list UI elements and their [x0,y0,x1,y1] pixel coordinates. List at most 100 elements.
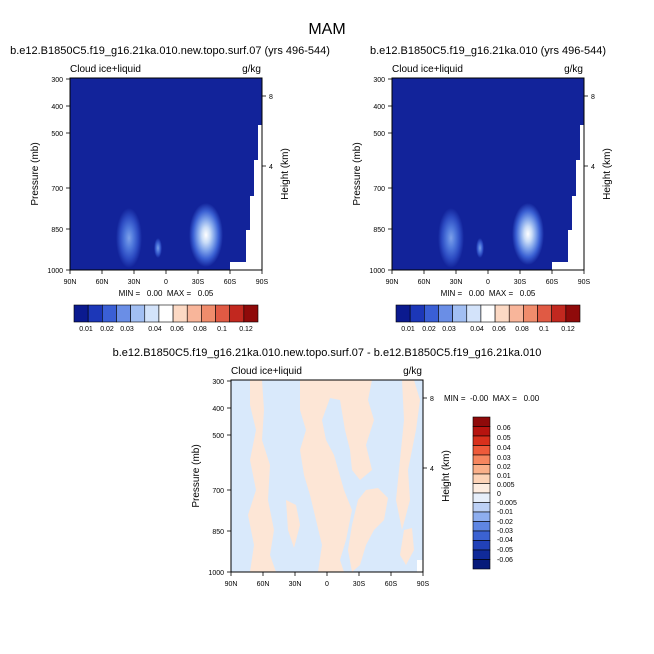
colorbar-swatch [144,304,160,323]
panel-3-x-tick-label: 30N [289,581,302,588]
colorbar-swatch [424,304,439,323]
panel-3-colorbar-label: -0.05 [497,547,513,554]
colorbar-swatch [523,304,538,323]
colorbar-swatch [116,304,131,323]
panel-3-colorbar-label: 0.02 [497,464,511,471]
panel-1-colorbar-label: 0.04 [148,326,162,333]
panel-3-x-tick-label: 90S [417,581,430,588]
panel-1-x-tick-label: 60N [96,279,109,286]
panel-2-cloud-north [438,208,464,268]
panel-3-x-tick-label: 60S [385,581,398,588]
panel-3-colorbar [472,416,491,570]
panel-1-y-tick-label: 300 [51,77,63,84]
panel-1-y-axis-label: Pressure (mb) [30,142,41,205]
panel-2-y2-tick-label: 8 [591,94,595,101]
panel-3-y-tick-label: 850 [212,529,224,536]
colorbar-swatch [409,304,425,323]
panel-1-x-tick-label: 90N [64,279,77,286]
colorbar-swatch [102,304,117,323]
panel-1-stats: MIN = 0.00 MAX = 0.05 [119,289,214,298]
panel-3-y-tick-label: 700 [212,488,224,495]
panel-3-positive-region [400,528,414,565]
panel-3-colorbar-label: -0.02 [497,519,513,526]
panel-2-y-axis-label: Pressure (mb) [352,142,363,205]
panel-3-colorbar-label: 0.06 [497,425,511,432]
panel-2-stats: MIN = 0.00 MAX = 0.05 [441,289,536,298]
colorbar-swatch [472,502,491,513]
panel-3-colorbar-label: 0.04 [497,445,511,452]
colorbar-swatch [472,435,491,446]
panel-1-y2-tick-label: 4 [269,164,273,171]
panel-1-colorbar-label: 0.03 [120,326,134,333]
panel-3-positive-region [300,380,374,572]
panel-3-x-tick-label: 30S [353,581,366,588]
panel-1-left-label: Cloud ice+liquid [70,64,141,75]
colorbar-swatch [472,426,491,437]
colorbar-swatch [215,304,230,323]
panel-1-right-label: g/kg [242,64,261,75]
panel-1-colorbar-label: 0.12 [239,326,253,333]
panel-2-colorbar-label: 0.12 [561,326,575,333]
panel-1-x-tick-label: 30S [192,279,205,286]
panel-1-x-tick-label: 0 [164,279,168,286]
colorbar-swatch [243,304,259,323]
panel-1-y-tick-label: 850 [51,227,63,234]
panel-3-positive-region [348,488,388,572]
colorbar-swatch [229,304,245,323]
colorbar-swatch [472,521,491,532]
colorbar-swatch [158,304,174,323]
colorbar-swatch [472,530,491,541]
colorbar-swatch [73,304,89,323]
panel-3-colorbar-label: -0.03 [497,528,513,535]
colorbar-swatch [472,483,491,494]
colorbar-swatch [537,304,552,323]
panel-3-colorbar-label: -0.06 [497,557,513,564]
panel-3-terrain-mask [417,560,423,572]
panel-3-ticks [227,380,427,576]
panel-2: b.e12.B1850C5.f19_g16.21ka.010 (yrs 496-… [352,45,613,333]
panel-1-colorbar-label: 0.01 [79,326,93,333]
colorbar-swatch [466,304,482,323]
panel-2-colorbar-label: 0.04 [470,326,484,333]
colorbar-swatch [395,304,411,323]
panel-1-title: b.e12.B1850C5.f19_g16.21ka.010.new.topo.… [10,45,330,57]
panel-2-left-label: Cloud ice+liquid [392,64,463,75]
panel-3-y2-tick-label: 8 [430,396,434,403]
panel-3-title: b.e12.B1850C5.f19_g16.21ka.010.new.topo.… [113,347,542,359]
panel-1-x-tick-label: 90S [256,279,269,286]
colorbar-swatch [472,549,491,560]
panel-2-x-tick-label: 0 [486,279,490,286]
colorbar-swatch [472,540,491,551]
colorbar-swatch [472,454,491,465]
panel-1-y-tick-label: 400 [51,104,63,111]
panel-2-y-tick-label: 700 [373,186,385,193]
colorbar-swatch [172,304,188,323]
panel-1-colorbar-label: 0.06 [170,326,184,333]
colorbar-swatch [472,473,491,484]
panel-2-y2-tick-label: 4 [591,164,595,171]
panel-1-x-tick-label: 30N [128,279,141,286]
panel-2-y-tick-label: 1000 [369,268,385,275]
panel-3-y-tick-label: 400 [212,406,224,413]
panel-2-x-tick-label: 30N [450,279,463,286]
panel-2-colorbar-label: 0.03 [442,326,456,333]
panel-1-x-tick-label: 60S [224,279,237,286]
panel-3-colorbar-label: 0 [497,491,501,498]
panel-2-y-tick-label: 400 [373,104,385,111]
panel-1-ticks [66,78,266,274]
panel-3-stats: MIN = -0.00 MAX = 0.00 [444,394,540,403]
panel-3-colorbar-label: -0.01 [497,509,513,516]
panel-3-y2-axis-label: Height (km) [441,450,452,502]
panel-2-y2-axis-label: Height (km) [602,148,613,200]
colorbar-swatch [201,304,216,323]
colorbar-swatch [130,304,146,323]
panel-2-x-tick-label: 60S [546,279,559,286]
panel-2-x-tick-label: 90S [578,279,591,286]
panel-1-cloud-south [189,203,223,267]
panel-2-x-tick-label: 90N [386,279,399,286]
colorbar-swatch [186,304,202,323]
panel-1-y-tick-label: 700 [51,186,63,193]
panel-2-field [392,78,584,270]
panel-2-title: b.e12.B1850C5.f19_g16.21ka.010 (yrs 496-… [370,45,606,57]
